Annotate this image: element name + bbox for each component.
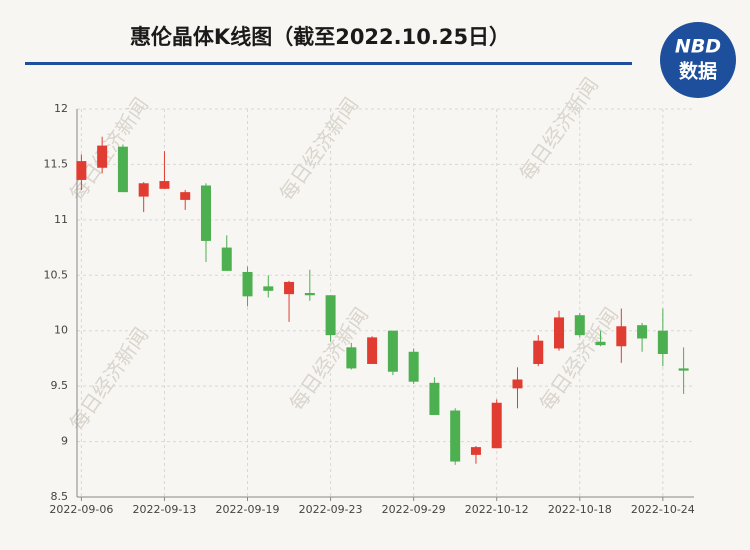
candle-body (367, 337, 378, 364)
x-tick-label: 2022-09-29 (382, 503, 446, 516)
x-tick-label: 2022-10-18 (548, 503, 612, 516)
y-tick-label: 8.5 (51, 490, 69, 503)
candle-body (159, 181, 170, 189)
candle-body (512, 379, 523, 389)
x-tick-label: 2022-09-19 (216, 503, 280, 516)
x-tick-label: 2022-09-23 (299, 503, 363, 516)
candle-body (387, 330, 398, 372)
candle-body (408, 351, 419, 382)
logo-bottom: 数据 (679, 60, 717, 83)
candle-body (533, 340, 544, 364)
candle-body (595, 341, 606, 346)
candle-body (263, 286, 274, 291)
candle-body (242, 271, 253, 297)
candle-body (491, 402, 502, 449)
candle-body (138, 183, 149, 197)
candle-body (678, 368, 689, 371)
candle-body (304, 293, 315, 296)
chart-title: 惠伦晶体K线图（截至2022.10.25日） (130, 25, 510, 49)
candle-body (284, 281, 295, 295)
title-underline (25, 62, 632, 65)
y-tick-label: 9.5 (51, 379, 69, 392)
candle-body (200, 185, 211, 241)
y-tick-label: 11.5 (44, 157, 69, 170)
logo-top: NBD (675, 36, 721, 58)
candle-body (325, 295, 336, 336)
candle-body (180, 192, 191, 200)
y-tick-label: 9 (61, 435, 68, 448)
x-tick-label: 2022-09-06 (49, 503, 113, 516)
candle-body (574, 315, 585, 336)
candle-body (657, 330, 668, 354)
y-tick-label: 10 (54, 324, 68, 337)
x-tick-label: 2022-10-24 (631, 503, 695, 516)
candle-body (346, 347, 357, 369)
candle-body (637, 325, 648, 339)
logo-circle (660, 22, 736, 98)
candle-body (554, 317, 565, 349)
candle-body (429, 382, 440, 415)
candle-body (616, 326, 627, 347)
y-tick-label: 11 (54, 213, 68, 226)
candle-body (450, 410, 461, 462)
candle-body (117, 146, 128, 193)
candle-body (470, 447, 481, 455)
y-tick-label: 12 (54, 102, 68, 115)
candle-body (76, 161, 87, 180)
candle-body (221, 247, 232, 271)
candle-body (97, 145, 108, 168)
x-tick-label: 2022-10-12 (465, 503, 529, 516)
y-tick-label: 10.5 (44, 268, 69, 281)
x-tick-label: 2022-09-13 (132, 503, 196, 516)
